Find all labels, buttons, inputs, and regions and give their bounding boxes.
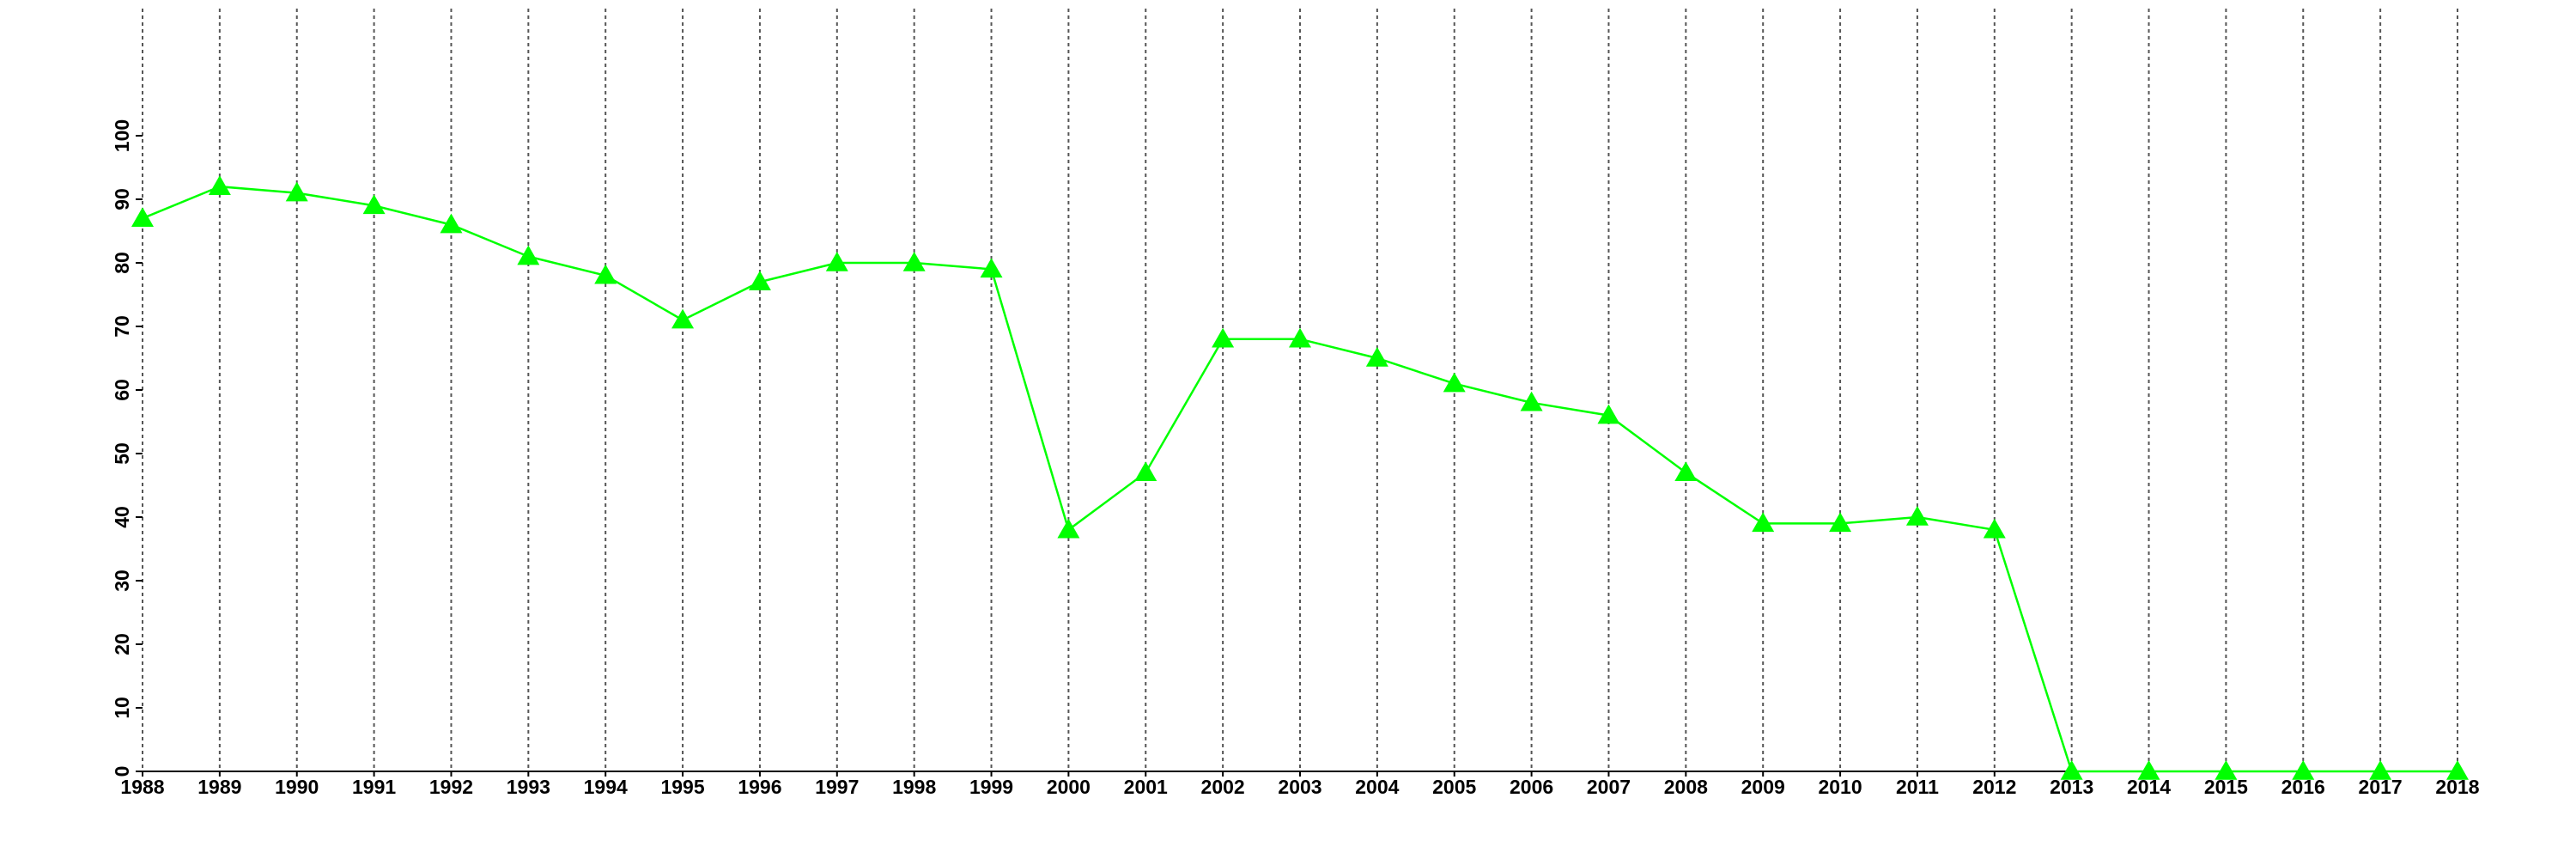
x-tick-label: 2006 (1510, 776, 1553, 798)
x-tick-label: 1998 (892, 776, 936, 798)
marker (594, 264, 617, 284)
y-tick-label: 50 (111, 442, 133, 465)
marker (902, 252, 926, 271)
marker (1057, 518, 1080, 539)
x-tick-label: 2010 (1818, 776, 1862, 798)
x-tick-label: 2011 (1896, 776, 1939, 798)
marker (2369, 760, 2392, 780)
x-tick-label: 1994 (584, 776, 628, 798)
marker (1905, 506, 1929, 526)
marker (1674, 461, 1698, 481)
x-tick-label: 2012 (1972, 776, 2016, 798)
x-tick-label: 1991 (352, 776, 396, 798)
marker (1443, 372, 1466, 393)
marker (2060, 760, 2083, 780)
x-tick-label: 2004 (1355, 776, 1399, 798)
x-tick-label: 2003 (1278, 776, 1321, 798)
marker (2446, 760, 2469, 780)
marker (208, 175, 231, 195)
marker (1134, 461, 1157, 481)
marker (2215, 760, 2238, 780)
marker (1829, 512, 1852, 533)
marker (748, 271, 771, 290)
y-tick-label: 70 (111, 315, 133, 338)
x-tick-label: 1993 (507, 776, 550, 798)
y-tick-label: 100 (111, 119, 133, 152)
y-tick-label: 0 (111, 766, 133, 777)
marker (517, 245, 540, 265)
marker (1520, 391, 1543, 411)
x-tick-label: 2002 (1201, 776, 1245, 798)
marker (440, 213, 463, 234)
marker (1752, 512, 1775, 533)
x-tick-label: 2000 (1047, 776, 1091, 798)
x-tick-label: 2001 (1124, 776, 1168, 798)
y-tick-label: 80 (111, 252, 133, 274)
marker (362, 194, 386, 215)
y-tick-label: 20 (111, 633, 133, 655)
x-tick-label: 1988 (120, 776, 164, 798)
x-tick-label: 1990 (275, 776, 319, 798)
x-tick-label: 1989 (197, 776, 241, 798)
y-tick-label: 10 (111, 697, 133, 719)
marker (2137, 760, 2160, 780)
marker (825, 252, 848, 271)
marker (1597, 404, 1620, 424)
x-tick-label: 1992 (429, 776, 473, 798)
marker (285, 181, 308, 202)
x-tick-label: 1995 (660, 776, 704, 798)
x-tick-label: 2005 (1432, 776, 1476, 798)
marker (131, 207, 154, 227)
y-tick-label: 60 (111, 379, 133, 401)
marker (1365, 347, 1388, 367)
x-tick-label: 2007 (1587, 776, 1631, 798)
x-tick-label: 1999 (969, 776, 1013, 798)
marker (980, 258, 1003, 278)
marker (1983, 518, 2006, 539)
x-tick-label: 2008 (1664, 776, 1708, 798)
y-tick-label: 30 (111, 570, 133, 592)
y-tick-label: 40 (111, 506, 133, 528)
x-tick-label: 1996 (738, 776, 781, 798)
x-tick-label: 2009 (1741, 776, 1785, 798)
marker (1212, 327, 1235, 348)
marker (1289, 327, 1311, 348)
y-tick-label: 90 (111, 188, 133, 210)
marker (671, 308, 695, 329)
marker (2292, 760, 2315, 780)
x-tick-label: 1997 (815, 776, 859, 798)
